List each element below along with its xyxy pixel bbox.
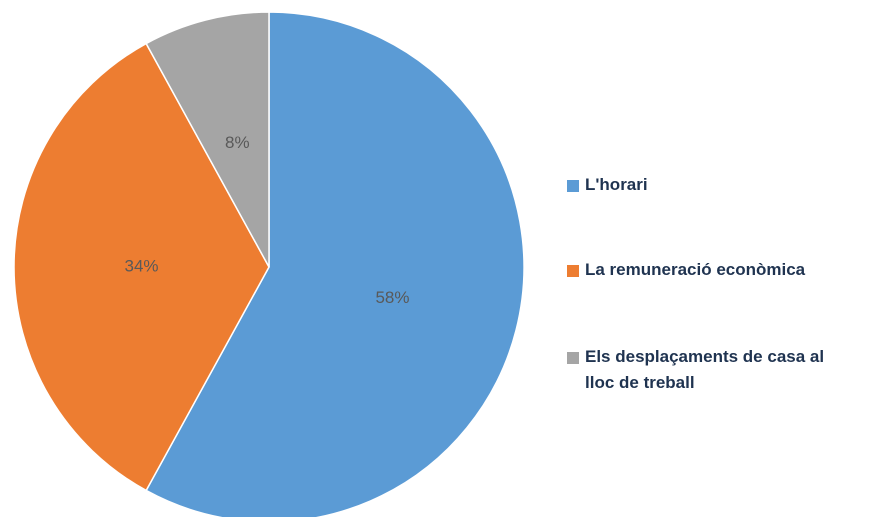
- legend-label: La remuneració econòmica: [585, 260, 806, 279]
- chart: 58% 34% 8%: [13, 11, 525, 517]
- data-label: 34%: [124, 256, 158, 275]
- legend-item: L'horari: [567, 175, 857, 198]
- legend-swatch: [567, 180, 579, 192]
- legend-label: L'horari: [585, 175, 648, 194]
- pie-slice: [145, 11, 270, 268]
- legend-item: Els desplaçaments de casa al lloc de tre…: [567, 347, 857, 396]
- legend-swatch: [567, 352, 579, 364]
- pie-slice: [145, 11, 525, 517]
- pie-slice: [13, 42, 270, 492]
- data-label: 8%: [225, 133, 250, 152]
- data-label: 58%: [375, 288, 409, 307]
- legend-label: Els desplaçaments de casa al lloc de tre…: [585, 347, 825, 392]
- legend-swatch: [567, 265, 579, 277]
- legend-item: La remuneració econòmica: [567, 260, 857, 283]
